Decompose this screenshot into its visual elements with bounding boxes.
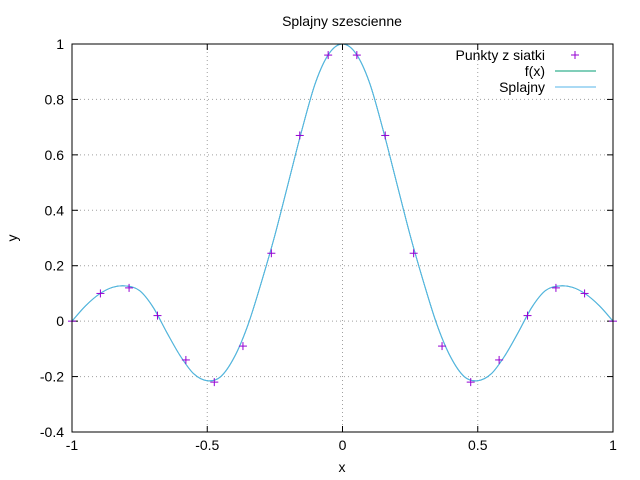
data-point [352, 51, 361, 60]
data-point [238, 342, 247, 351]
y-tick-label: -0.2 [40, 369, 64, 385]
grid [72, 44, 613, 432]
x-tick-label: -1 [66, 437, 79, 453]
data-point [96, 289, 105, 298]
data-point [125, 283, 134, 292]
data-point [295, 131, 304, 140]
data-point [181, 355, 190, 364]
x-axis-label: x [339, 459, 346, 475]
x-tick-label: -0.5 [195, 437, 219, 453]
data-point [409, 249, 418, 258]
legend-label: Splajny [499, 79, 545, 95]
y-tick-label: 0.8 [45, 91, 65, 107]
data-point [267, 249, 276, 258]
y-tick-label: 0.6 [45, 147, 65, 163]
data-point [438, 342, 447, 351]
plot-frame [71, 43, 614, 433]
legend-marker [571, 51, 579, 59]
x-tick-label: 1 [609, 437, 617, 453]
ticks: -1 -0.5 0 0.5 1 -0.4 -0.2 0 0.2 0.4 0.6 0.8 1 [40, 36, 617, 453]
y-axis-label: y [4, 235, 20, 242]
legend-label: Punkty z siatki [456, 47, 545, 63]
data-point [495, 355, 504, 364]
y-tick-label: 0.2 [45, 258, 65, 274]
data-point [153, 311, 162, 320]
data-point [210, 378, 219, 387]
data-point [551, 283, 560, 292]
y-tick-label: 0.4 [45, 202, 65, 218]
data-point [381, 131, 390, 140]
x-tick-label: 0.5 [468, 437, 488, 453]
data-point [324, 51, 333, 60]
data-point [580, 289, 589, 298]
legend-label: f(x) [525, 63, 545, 79]
series-layer [68, 43, 617, 387]
y-tick-label: 0 [56, 313, 64, 329]
x-tick-label: 0 [339, 437, 347, 453]
y-tick-label: -0.4 [40, 424, 64, 440]
chart-title: Splajny szescienne [282, 13, 402, 29]
data-point [523, 311, 532, 320]
y-tick-label: 1 [56, 36, 64, 52]
data-point [466, 378, 475, 387]
